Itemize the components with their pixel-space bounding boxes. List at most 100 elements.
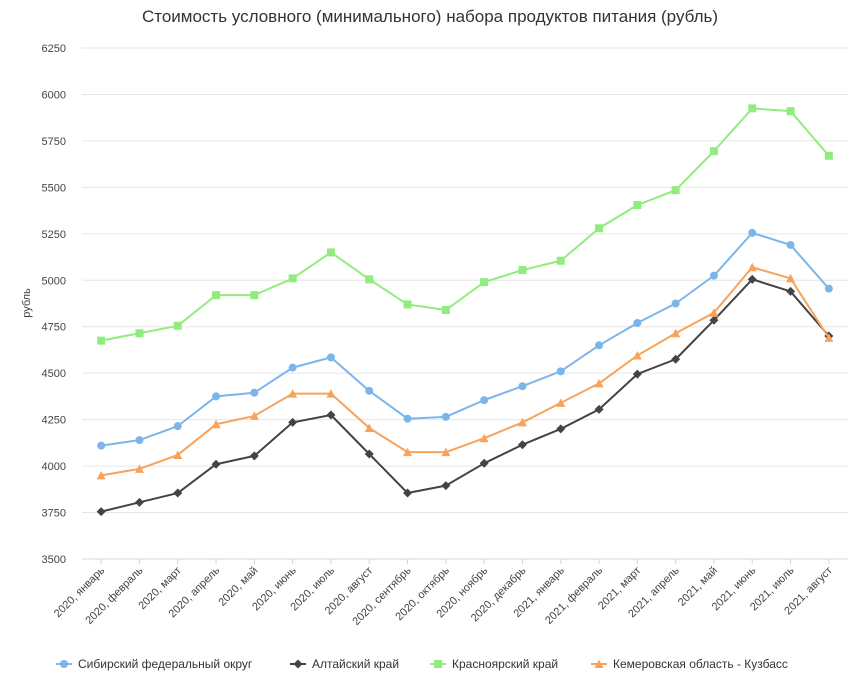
chart-title: Стоимость условного (минимального) набор… [142,7,718,26]
data-point [709,147,718,156]
data-point [403,447,413,457]
data-point [403,414,412,423]
data-point [211,419,221,429]
data-point [249,411,259,420]
legend-item[interactable]: Красноярский край [430,657,558,671]
data-point [824,284,833,293]
data-point [211,459,221,469]
data-point [326,410,336,420]
legend-label: Сибирский федеральный округ [78,657,253,671]
data-point [441,481,451,491]
legend-item[interactable]: Кемеровская область - Кузбасс [591,657,788,671]
y-tick-label: 5250 [42,229,66,241]
data-point [747,274,757,284]
data-point [556,424,566,434]
data-point [134,497,144,507]
data-point [212,291,221,300]
data-point [480,278,489,287]
y-tick-label: 4000 [42,461,66,473]
series-4 [96,262,834,480]
data-point [365,275,374,284]
data-point [556,256,565,265]
data-point [786,286,796,296]
y-tick-label: 6250 [42,43,66,55]
data-point [824,151,833,160]
data-point [671,299,680,308]
data-point [288,417,298,427]
data-point [824,333,834,342]
series-area [96,104,834,517]
legend-item[interactable]: Алтайский край [290,657,399,671]
data-point [517,417,527,427]
data-point [480,396,489,405]
legend-item[interactable]: Сибирский федеральный округ [56,657,253,671]
legend-label: Алтайский край [312,657,399,671]
legend-marker [60,660,68,668]
legend-label: Красноярский край [452,657,558,671]
series-2 [96,274,834,517]
series-line [100,231,830,447]
y-tick-label: 3750 [42,508,66,520]
data-point [517,440,527,450]
data-point [518,382,527,391]
data-point [479,458,489,468]
data-point [365,386,374,395]
grid [82,47,848,514]
y-tick-label: 4500 [42,368,66,380]
data-point [479,433,489,443]
data-point [441,306,450,315]
y-tick-label: 5750 [42,136,66,148]
y-axis-label: рубль [21,288,33,318]
data-point [288,363,297,372]
data-point [134,464,144,473]
data-point [633,319,642,328]
data-point [403,300,412,309]
data-point [250,388,259,397]
data-point [632,369,642,379]
data-point [595,341,604,350]
data-point [173,321,182,330]
series-3 [97,104,833,345]
data-point [135,436,144,445]
legend-marker [434,660,442,668]
y-tick-label: 4250 [42,415,66,427]
data-point [594,404,604,414]
data-point [786,240,795,249]
y-axis-ticks: 3500 3750 4000 4250 4500 4750 5000 5250 5500 5750… [42,43,66,566]
data-point [518,266,527,275]
y-tick-label: 5500 [42,182,66,194]
data-point [288,389,298,398]
data-point [747,262,757,272]
data-point [556,398,566,407]
data-point [556,367,565,376]
data-point [326,353,335,362]
data-point [135,329,144,338]
data-point [709,308,719,317]
y-tick-label: 5000 [42,275,66,287]
y-tick-label: 6000 [42,89,66,101]
data-point [288,274,297,283]
data-point [441,447,451,457]
data-point [96,507,106,517]
data-point [97,441,106,450]
legend-marker [293,659,303,669]
data-point [709,315,719,325]
data-point [173,488,183,498]
data-point [441,412,450,421]
data-point [97,336,106,345]
data-point [364,449,374,459]
legend-label: Кемеровская область - Кузбасс [613,657,788,671]
legend-marker [594,659,604,668]
data-point [786,107,795,116]
data-point [96,470,106,480]
y-tick-label: 3500 [42,554,66,566]
data-point [632,351,642,360]
data-point [403,488,413,498]
data-point [326,248,335,257]
data-point [633,201,642,210]
data-point [595,224,604,233]
data-point [249,451,259,461]
data-point [250,291,259,300]
